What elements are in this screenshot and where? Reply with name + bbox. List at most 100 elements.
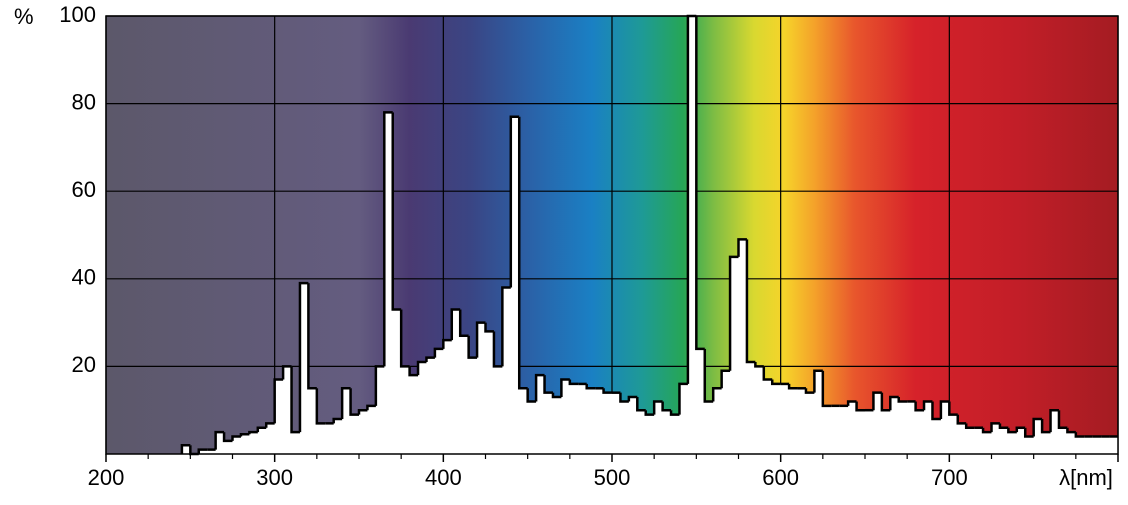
bar-outline: [787, 383, 798, 390]
bar: [451, 309, 461, 454]
bar-outline: [399, 309, 410, 368]
bar: [780, 383, 790, 454]
bar-outline: [391, 112, 402, 311]
bar: [822, 405, 832, 454]
bar: [772, 383, 782, 454]
bar: [797, 388, 807, 454]
bar: [426, 357, 436, 454]
y-tick-label: 20: [72, 352, 96, 377]
bar-outline: [298, 281, 309, 433]
bar-outline: [897, 397, 908, 403]
bar-outline: [492, 331, 503, 368]
bar: [789, 388, 799, 454]
bar-outline: [534, 373, 545, 402]
bar: [477, 322, 486, 454]
bar: [1067, 432, 1077, 454]
bar-outline: [442, 338, 452, 349]
bar-outline: [889, 395, 899, 411]
bar-outline: [560, 378, 570, 398]
bar-outline: [307, 283, 317, 390]
bar: [291, 432, 301, 454]
bar-outline: [922, 400, 933, 411]
bar: [283, 366, 293, 454]
bar: [367, 405, 377, 454]
bar-outline: [931, 401, 941, 421]
bar-outline: [990, 422, 1000, 433]
bar: [856, 410, 866, 454]
bar: [1101, 436, 1111, 454]
bar-outline: [711, 387, 722, 402]
bar-outline: [703, 348, 714, 403]
bar-outline: [1032, 417, 1043, 437]
bar-outline: [627, 395, 638, 402]
bar: [224, 440, 233, 454]
bar: [763, 379, 773, 454]
bar: [198, 449, 208, 454]
bar-outline: [644, 410, 655, 416]
bar-outline: [450, 308, 461, 341]
bar: [325, 423, 335, 454]
bar: [342, 388, 352, 454]
bar-outline: [501, 286, 511, 367]
bar-outline: [737, 238, 747, 257]
bar: [738, 239, 748, 454]
bar: [907, 401, 917, 454]
bar-outline: [509, 115, 520, 288]
bar: [755, 366, 765, 454]
bar: [434, 348, 444, 454]
bar: [999, 427, 1009, 454]
bar-outline: [484, 322, 494, 333]
bar: [645, 414, 655, 454]
bar-outline: [754, 362, 764, 368]
bar: [1008, 432, 1018, 454]
bar-outline: [366, 404, 376, 411]
bar: [257, 427, 267, 454]
bar-outline: [981, 427, 992, 434]
x-tick-label: 600: [762, 465, 799, 490]
bar: [359, 410, 368, 454]
bar-outline: [273, 378, 284, 424]
bar: [1033, 418, 1043, 454]
bar: [527, 401, 537, 454]
bar-outline: [872, 391, 882, 411]
bar: [544, 392, 554, 454]
bar: [637, 410, 647, 454]
bar: [375, 366, 385, 454]
bar: [603, 392, 613, 454]
bar: [519, 388, 529, 454]
bar-outline: [745, 239, 756, 364]
bar-outline: [357, 408, 368, 415]
bar-outline: [467, 335, 478, 359]
bar: [308, 388, 318, 454]
bar-outline: [636, 397, 646, 412]
bar-outline: [678, 382, 688, 415]
bar: [890, 397, 900, 454]
x-tick-label: 200: [88, 465, 125, 490]
bar-outline: [248, 430, 258, 435]
bar-outline: [956, 414, 967, 425]
bar: [915, 410, 925, 454]
bar: [1058, 427, 1068, 454]
bar: [704, 401, 714, 454]
bar: [578, 383, 588, 454]
bar-outline: [1066, 427, 1076, 434]
bar: [1084, 436, 1094, 454]
bar: [932, 418, 942, 454]
x-tick-label: 700: [931, 465, 968, 490]
bar-outline: [458, 309, 469, 337]
bar-outline: [281, 365, 292, 380]
bar-outline: [256, 426, 267, 433]
bar-outline: [720, 369, 731, 389]
bar: [1075, 436, 1085, 454]
bar-outline: [239, 433, 250, 437]
bar: [831, 405, 841, 454]
bar: [595, 388, 605, 454]
x-tick-label: 300: [256, 465, 293, 490]
bar-outline: [998, 423, 1009, 429]
bar-outline: [695, 16, 705, 351]
bar-outline: [964, 423, 975, 429]
bar-outline: [1074, 432, 1085, 438]
x-tick-label: 500: [594, 465, 631, 490]
bar-outline: [1023, 427, 1034, 438]
bar-outline: [340, 387, 351, 419]
